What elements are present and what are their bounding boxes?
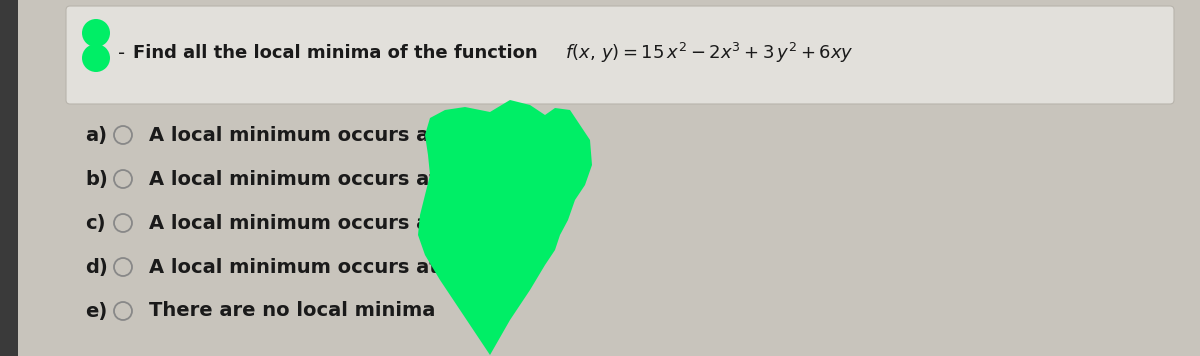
Text: d): d) bbox=[85, 257, 108, 277]
Bar bbox=[0, 0, 18, 356]
Text: c): c) bbox=[85, 214, 106, 232]
Text: There are no local minima: There are no local minima bbox=[149, 302, 436, 320]
Text: A local minimum occurs at (1,0): A local minimum occurs at (1,0) bbox=[149, 214, 498, 232]
Text: $f(x,\,y) = 15\,x^2 - 2x^3 + 3\,y^2 + 6xy$: $f(x,\,y) = 15\,x^2 - 2x^3 + 3\,y^2 + 6x… bbox=[565, 41, 853, 65]
Text: Find all the local minima of the function: Find all the local minima of the functio… bbox=[133, 44, 544, 62]
Polygon shape bbox=[418, 100, 592, 355]
Text: -: - bbox=[118, 43, 125, 63]
Text: A local minimum occurs at (4,-4): A local minimum occurs at (4,-4) bbox=[149, 257, 505, 277]
Text: A local minimum occurs at (0,0): A local minimum occurs at (0,0) bbox=[149, 169, 497, 188]
Circle shape bbox=[82, 19, 110, 47]
Text: b): b) bbox=[85, 169, 108, 188]
Circle shape bbox=[82, 44, 110, 72]
Text: e): e) bbox=[85, 302, 107, 320]
FancyBboxPatch shape bbox=[66, 6, 1174, 104]
Text: A local minimum occurs at (1,1): A local minimum occurs at (1,1) bbox=[149, 126, 498, 145]
Text: a): a) bbox=[85, 126, 107, 145]
